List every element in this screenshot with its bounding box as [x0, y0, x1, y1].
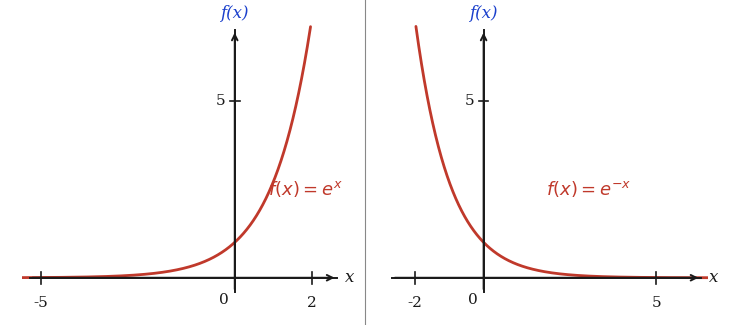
Text: -2: -2	[407, 296, 422, 310]
Text: 0: 0	[468, 293, 478, 307]
Text: x: x	[710, 269, 718, 286]
Text: f(x): f(x)	[469, 5, 498, 21]
Text: $f(x) = e^x$: $f(x) = e^x$	[268, 179, 342, 199]
Text: 5: 5	[651, 296, 661, 310]
Text: x: x	[345, 269, 355, 286]
Text: 5: 5	[215, 94, 225, 108]
Text: $f(x) = e^{-x}$: $f(x) = e^{-x}$	[546, 179, 631, 199]
Text: 5: 5	[464, 94, 474, 108]
Text: f(x): f(x)	[220, 5, 249, 21]
Text: 2: 2	[307, 296, 317, 310]
Text: 0: 0	[219, 293, 229, 307]
Text: -5: -5	[34, 296, 49, 310]
